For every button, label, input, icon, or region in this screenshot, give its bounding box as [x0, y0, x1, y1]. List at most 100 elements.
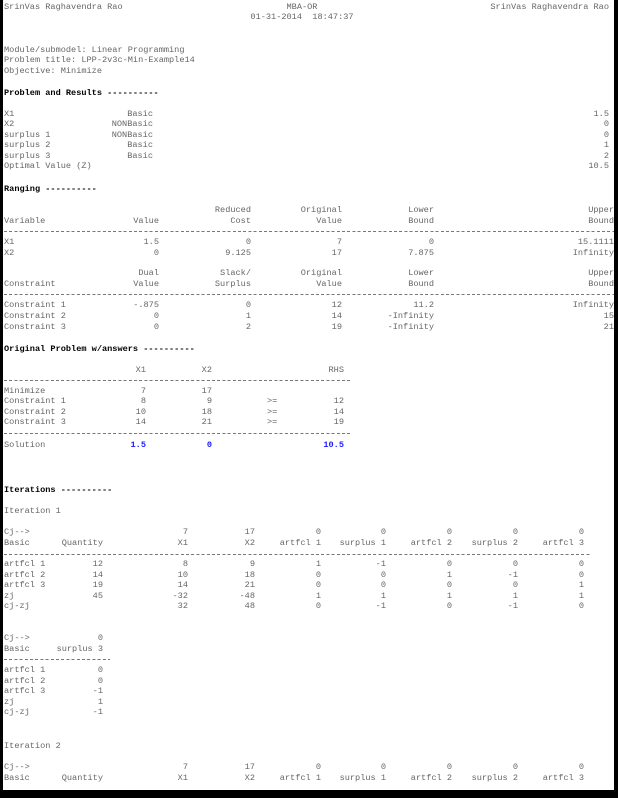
tableau-header-cell: X1 [177, 538, 188, 548]
original-header-cell: X2 [201, 365, 212, 375]
tableau-row-cell: 1 [315, 559, 321, 569]
tableau-header-cell: surplus 2 [471, 773, 518, 783]
tableau-row-cell: 45 [92, 591, 103, 601]
tableau-row-cell: -1 [92, 707, 103, 717]
constraint-row-cell: Infinity [572, 300, 614, 310]
tableau-row-cell: 0 [97, 665, 103, 675]
tableau-row-cell: -1 [375, 601, 386, 611]
tableau-row-cell: -1 [507, 601, 518, 611]
ranging-header-cell: Dual [138, 268, 159, 278]
result-row-cell: Basic [127, 109, 153, 119]
divider [4, 554, 590, 555]
constraint-row-cell: 2 [245, 322, 251, 332]
original-row-cell: 17 [201, 386, 212, 396]
solution-value: 0 [206, 440, 212, 450]
tableau-row-cell: 0 [315, 601, 321, 611]
report-title: MBA-OR [286, 2, 318, 12]
tableau-row-cell: 10 [177, 570, 188, 580]
ranging-header-cell: Variable [4, 216, 46, 226]
tableau-row-cell: 1 [578, 580, 584, 590]
tableau-header-cell: Basic [4, 538, 30, 548]
tableau-header-cell: surplus 1 [339, 773, 386, 783]
cj-row-cell: 0 [380, 527, 386, 537]
iteration-label: Iteration 2 [4, 741, 61, 751]
tableau-header-cell: artfcl 1 [279, 538, 321, 548]
tableau-row-cell: artfcl 2 [4, 570, 46, 580]
tableau-row-cell: 0 [578, 570, 584, 580]
tableau-header-cell: Quantity [61, 538, 103, 548]
tableau-row-cell: 48 [244, 601, 255, 611]
original-header-cell: RHS [328, 365, 344, 375]
variable-row-cell: X1 [4, 237, 15, 247]
cj-row-cell: 7 [182, 527, 188, 537]
section-heading-original: Original Problem w/answers ---------- [4, 344, 195, 354]
ranging-header-cell: Upper [588, 205, 614, 215]
ranging-header-cell: Cost [230, 216, 251, 226]
ranging-header-cell: Value [133, 279, 159, 289]
constraint-row-cell: -.875 [133, 300, 159, 310]
variable-row-cell: 7 [336, 237, 342, 247]
author-right: SrinVas Raghavendra Rao [490, 2, 609, 12]
constraint-row-cell: 11.2 [413, 300, 434, 310]
constraint-row-cell: 0 [245, 300, 251, 310]
problem-title-line: Problem title: LPP-2v3c-Min-Example14 [4, 55, 195, 65]
original-row-cell: Constraint 2 [4, 407, 66, 417]
constraint-row-cell: -Infinity [387, 322, 434, 332]
cj-row-cell: 17 [244, 527, 255, 537]
original-row-cell: 18 [201, 407, 212, 417]
ranging-header-cell: Reduced [214, 205, 251, 215]
ranging-header-cell: Surplus [214, 279, 251, 289]
variable-row-cell: 0 [245, 237, 251, 247]
constraint-row-cell: 0 [153, 311, 159, 321]
ranging-header-cell: Constraint [4, 279, 56, 289]
constraint-row-cell: Constraint 3 [4, 322, 66, 332]
tableau-row-cell: 8 [182, 559, 188, 569]
tableau-row-cell: 1 [315, 591, 321, 601]
original-row-cell: >= [267, 407, 278, 417]
constraint-row-cell: 1 [245, 311, 251, 321]
constraint-row-cell: 14 [331, 311, 342, 321]
cj-row-cell: 0 [380, 762, 386, 772]
tableau-row-cell: 0 [446, 559, 452, 569]
tableau-header-cell: artfcl 2 [410, 538, 452, 548]
author-left: SrinVas Raghavendra Rao [4, 2, 123, 12]
objective-line: Objective: Minimize [4, 66, 102, 76]
cj-row-cell: 17 [244, 762, 255, 772]
tableau-header-cell: X2 [244, 773, 255, 783]
tableau-header-cell: artfcl 1 [279, 773, 321, 783]
tableau-row-cell: 1 [380, 591, 386, 601]
tableau-row-cell: 32 [177, 601, 188, 611]
result-row-cell: 2 [603, 151, 609, 161]
cj-row-cell: Cj--> [4, 527, 30, 537]
section-heading-ranging: Ranging ---------- [4, 184, 97, 194]
tableau-row-cell: cj-zj [4, 707, 30, 717]
report-page: SrinVas Raghavendra Rao MBA-OR 01-31-2014 … [3, 0, 614, 790]
section-heading-results: Problem and Results ---------- [4, 88, 159, 98]
ranging-header-cell: Original [300, 268, 342, 278]
tableau-header-cell: artfcl 2 [410, 773, 452, 783]
ranging-header-cell: Lower [408, 205, 434, 215]
original-row-cell: 19 [333, 417, 344, 427]
original-row-cell: 8 [140, 396, 146, 406]
tableau-header-cell: X2 [244, 538, 255, 548]
tableau-row-cell: -1 [375, 559, 386, 569]
tableau-row-cell: 0 [380, 580, 386, 590]
constraint-row-cell: Constraint 1 [4, 300, 66, 310]
ranging-header-cell: Bound [408, 279, 434, 289]
tableau-header-cell: Quantity [61, 773, 103, 783]
section-heading-iterations: Iterations ---------- [4, 485, 113, 495]
ranging-header-cell: Value [133, 216, 159, 226]
cj-row-cell: 0 [512, 527, 518, 537]
tableau-row-cell: 14 [92, 570, 103, 580]
result-row-cell: NONBasic [111, 119, 153, 129]
ranging-header-cell: Value [316, 279, 342, 289]
original-row-cell: 7 [140, 386, 146, 396]
ranging-header-cell: Value [316, 216, 342, 226]
constraint-row-cell: 21 [603, 322, 614, 332]
tableau-row-cell: 0 [512, 559, 518, 569]
tableau-header-cell: surplus 1 [339, 538, 386, 548]
tableau-row-cell: artfcl 1 [4, 559, 46, 569]
tableau-row-cell: 21 [244, 580, 255, 590]
original-header-cell: X1 [135, 365, 146, 375]
original-row-cell: Constraint 1 [4, 396, 66, 406]
